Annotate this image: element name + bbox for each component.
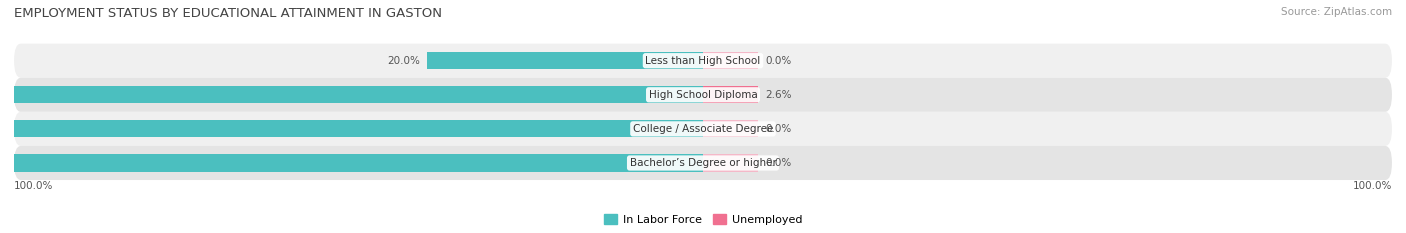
FancyBboxPatch shape (14, 146, 1392, 180)
Text: EMPLOYMENT STATUS BY EDUCATIONAL ATTAINMENT IN GASTON: EMPLOYMENT STATUS BY EDUCATIONAL ATTAINM… (14, 7, 441, 20)
Bar (703, 86, 758, 103)
Bar (427, 52, 703, 69)
Text: Less than High School: Less than High School (645, 56, 761, 66)
Text: High School Diploma: High School Diploma (648, 90, 758, 100)
Bar (703, 154, 758, 171)
Text: Bachelor’s Degree or higher: Bachelor’s Degree or higher (630, 158, 776, 168)
Text: 100.0%: 100.0% (14, 181, 53, 191)
Legend: In Labor Force, Unemployed: In Labor Force, Unemployed (599, 210, 807, 229)
Text: 0.0%: 0.0% (765, 124, 792, 134)
Bar (0, 86, 703, 103)
Text: 20.0%: 20.0% (388, 56, 420, 66)
Text: 0.0%: 0.0% (765, 56, 792, 66)
Bar (703, 120, 758, 137)
Bar (703, 52, 758, 69)
FancyBboxPatch shape (14, 112, 1392, 146)
Text: College / Associate Degree: College / Associate Degree (633, 124, 773, 134)
FancyBboxPatch shape (14, 78, 1392, 112)
Text: 2.6%: 2.6% (765, 90, 792, 100)
Bar (0, 154, 703, 171)
Text: 100.0%: 100.0% (1353, 181, 1392, 191)
FancyBboxPatch shape (14, 44, 1392, 78)
Text: Source: ZipAtlas.com: Source: ZipAtlas.com (1281, 7, 1392, 17)
Text: 0.0%: 0.0% (765, 158, 792, 168)
Bar (0, 120, 703, 137)
